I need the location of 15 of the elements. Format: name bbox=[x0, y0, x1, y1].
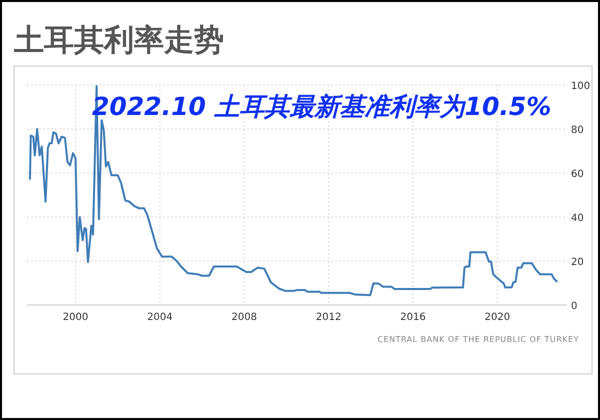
y-tick-label: 100 bbox=[571, 81, 590, 92]
chart-title: 土耳其利率走势 bbox=[13, 23, 224, 58]
x-tick-label: 2008 bbox=[232, 312, 257, 323]
x-tick-label: 2004 bbox=[147, 312, 173, 323]
x-tick-label: 2000 bbox=[62, 312, 88, 323]
y-tick-label: 40 bbox=[571, 213, 584, 224]
line-series bbox=[28, 85, 558, 296]
y-tick-label: 80 bbox=[571, 125, 584, 136]
y-tick-label: 0 bbox=[571, 301, 578, 312]
text: CENTRAL BANK OF THE REPUBLIC OF TURKEY bbox=[377, 335, 579, 344]
x-tick-label: 2012 bbox=[316, 312, 342, 323]
x-tick-label: 2016 bbox=[400, 312, 426, 323]
y-tick-label: 20 bbox=[571, 257, 584, 268]
y-tick-label: 60 bbox=[571, 169, 584, 180]
x-tick-label: 2020 bbox=[484, 312, 510, 323]
